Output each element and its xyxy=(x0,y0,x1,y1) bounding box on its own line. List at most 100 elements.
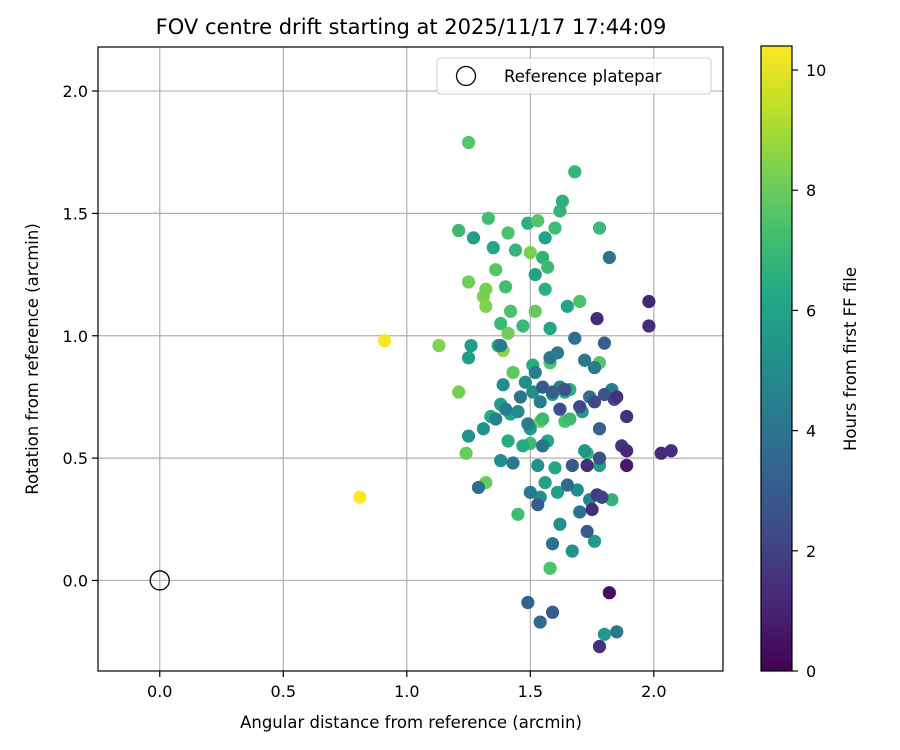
colorbar-tick-label: 0 xyxy=(806,662,816,681)
data-point xyxy=(533,615,547,629)
colorbar-label: Hours from first FF file xyxy=(841,267,860,451)
data-point xyxy=(565,544,579,558)
data-point xyxy=(654,446,668,460)
legend-label-reference: Reference platepar xyxy=(504,67,662,86)
data-point xyxy=(521,216,535,230)
data-point xyxy=(587,360,602,375)
data-point xyxy=(610,625,624,639)
x-axis-ticks: 0.0 0.5 1.0 1.5 2.0 xyxy=(147,671,667,701)
data-point xyxy=(461,429,476,443)
data-point xyxy=(580,458,594,473)
data-point xyxy=(501,226,515,240)
data-point xyxy=(563,412,577,426)
data-point xyxy=(521,417,535,431)
data-point xyxy=(511,507,525,521)
data-point xyxy=(545,537,560,551)
data-point xyxy=(558,382,572,397)
colorbar-gradient xyxy=(761,46,792,671)
colorbar: 0 2 4 6 8 10 Hours from first FF file xyxy=(760,45,860,681)
data-point xyxy=(479,299,493,313)
data-point xyxy=(553,402,567,416)
x-tick-label: 2.0 xyxy=(641,682,666,701)
data-point xyxy=(479,282,493,296)
data-point xyxy=(602,586,616,600)
colorbar-frame xyxy=(760,45,793,672)
data-point xyxy=(523,245,537,260)
data-point xyxy=(543,321,557,336)
colorbar-tick-label: 4 xyxy=(806,422,816,441)
data-point xyxy=(597,336,612,350)
data-point xyxy=(545,605,560,619)
data-point xyxy=(452,385,466,399)
data-point xyxy=(501,326,515,340)
data-point xyxy=(511,405,525,419)
data-point xyxy=(528,365,542,380)
data-point xyxy=(489,263,503,277)
y-axis-ticks: 0.0 0.5 1.0 1.5 2.0 xyxy=(63,82,98,590)
y-tick-label: 0.0 xyxy=(63,571,88,590)
colorbar-tick-label: 10 xyxy=(806,61,826,80)
data-point xyxy=(377,334,392,348)
data-point xyxy=(459,446,473,460)
data-point xyxy=(496,378,510,392)
data-point xyxy=(503,304,518,318)
data-point xyxy=(461,135,476,150)
data-point xyxy=(481,211,495,225)
data-point xyxy=(494,338,508,353)
chart-title: FOV centre drift starting at 2025/11/17 … xyxy=(156,15,667,39)
data-point xyxy=(494,316,508,331)
data-point xyxy=(550,485,565,499)
data-point xyxy=(533,395,547,409)
data-point xyxy=(471,480,486,495)
data-point xyxy=(531,214,545,228)
data-point xyxy=(605,493,619,507)
data-point xyxy=(518,375,532,389)
data-point xyxy=(538,231,552,245)
data-point xyxy=(536,439,550,453)
data-point xyxy=(506,456,520,470)
data-point xyxy=(461,351,476,365)
data-point xyxy=(536,250,550,265)
data-point xyxy=(466,231,481,245)
data-point xyxy=(499,280,513,294)
x-tick-label: 0.5 xyxy=(271,682,296,701)
data-point xyxy=(573,400,587,414)
data-point xyxy=(578,444,592,458)
data-point xyxy=(555,194,570,208)
plot-frame xyxy=(97,46,724,672)
data-point xyxy=(541,260,555,274)
data-point xyxy=(353,490,367,504)
data-point xyxy=(568,165,582,179)
data-point xyxy=(585,502,599,517)
data-point xyxy=(587,534,602,548)
data-point xyxy=(538,475,552,490)
data-point xyxy=(573,505,587,519)
data-point xyxy=(513,390,528,404)
data-point xyxy=(501,434,515,448)
data-point xyxy=(592,422,607,436)
grid-lines xyxy=(98,47,723,671)
data-point xyxy=(620,444,634,458)
data-point xyxy=(528,304,542,318)
data-point xyxy=(642,294,656,309)
data-point xyxy=(494,453,508,468)
data-point xyxy=(620,458,634,473)
data-point xyxy=(526,385,540,399)
data-point xyxy=(523,485,537,499)
x-tick-label: 0.0 xyxy=(147,682,172,701)
data-point xyxy=(592,639,607,654)
data-point xyxy=(516,439,530,453)
reference-platepar-marker xyxy=(149,570,170,591)
data-point xyxy=(597,387,612,402)
data-point xyxy=(602,250,616,265)
colorbar-ticks: 0 2 4 6 8 10 xyxy=(792,61,826,681)
x-axis-label: Angular distance from reference (arcmin) xyxy=(240,713,582,732)
data-point xyxy=(590,312,604,326)
data-point xyxy=(516,319,530,333)
data-point xyxy=(592,451,607,465)
data-point xyxy=(531,498,545,512)
data-point xyxy=(570,483,584,497)
legend-reference-marker xyxy=(455,65,477,87)
data-points xyxy=(149,135,678,654)
y-tick-label: 2.0 xyxy=(63,82,88,101)
